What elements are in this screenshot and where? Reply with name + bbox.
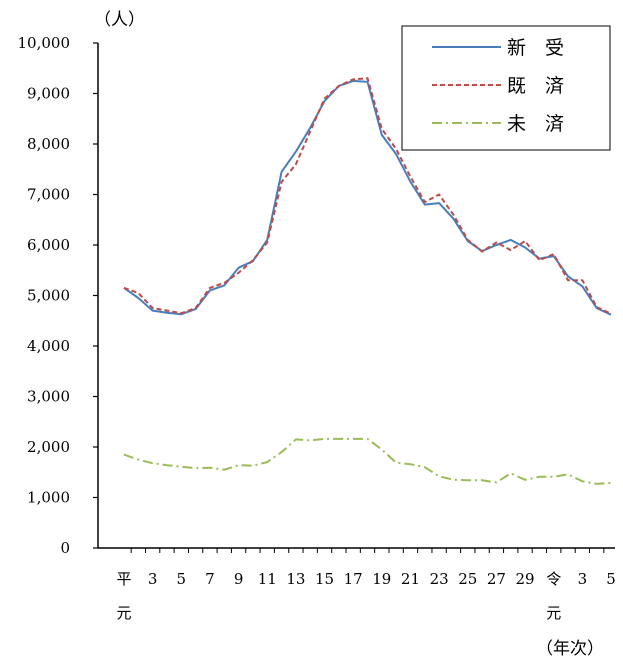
x-tick-label: 令 — [546, 570, 561, 588]
series-line-2 — [123, 437, 612, 485]
y-tick-label: 1,000 — [27, 489, 70, 507]
x-tick-label: 13 — [286, 570, 305, 588]
y-tick-label: 5,000 — [27, 287, 70, 305]
x-tick-label: 平 — [116, 570, 131, 588]
x-tick-label: 21 — [401, 570, 420, 588]
x-tick-label: 3 — [148, 570, 158, 588]
x-axis: 平元3 5 7 9 11 13 15 17 19 21 23 25 27 29 令元3 5 — [98, 547, 616, 622]
x-axis-unit-label: （年次） — [536, 639, 604, 659]
x-tick-label: 27 — [487, 570, 506, 588]
x-tick-label: 25 — [458, 570, 477, 588]
y-tick-label: 6,000 — [27, 236, 70, 254]
y-tick-label: 3,000 — [27, 388, 70, 406]
series-line-1 — [123, 77, 612, 315]
x-tick-label: 9 — [234, 570, 244, 588]
x-tick-label: 17 — [344, 570, 363, 588]
x-tick-label-line2: 元 — [116, 604, 131, 622]
x-tick-label: 5 — [177, 570, 187, 588]
series-lines — [123, 77, 612, 485]
x-tick-label: 3 — [578, 570, 588, 588]
y-tick-label: 7,000 — [27, 186, 70, 204]
x-tick-label: 7 — [205, 570, 215, 588]
legend-label-2: 未 済 — [507, 113, 564, 135]
y-tick-label: 10,000 — [18, 34, 71, 52]
x-tick-label: 29 — [516, 570, 535, 588]
legend: 新 受既 済未 済 — [401, 25, 611, 151]
legend-label-0: 新 受 — [507, 37, 564, 59]
x-tick-label: 23 — [430, 570, 449, 588]
legend-label-1: 既 済 — [507, 75, 564, 97]
y-tick-label: 0 — [60, 539, 70, 557]
y-tick-label: 4,000 — [27, 337, 70, 355]
y-tick-label: 2,000 — [27, 438, 70, 456]
x-tick-label: 5 — [606, 570, 616, 588]
y-axis: 0 1,000 2,000 3,000 4,000 5,000 6,000 7,000 8,00… — [18, 34, 99, 557]
legend-box — [401, 25, 611, 151]
y-tick-label: 8,000 — [27, 135, 70, 153]
x-tick-label-line2: 元 — [546, 604, 561, 622]
y-axis-unit-label: （人） — [94, 10, 145, 30]
x-tick-label: 15 — [315, 570, 334, 588]
x-tick-label: 11 — [258, 570, 277, 588]
x-tick-label: 19 — [372, 570, 391, 588]
y-tick-label: 9,000 — [27, 85, 70, 103]
